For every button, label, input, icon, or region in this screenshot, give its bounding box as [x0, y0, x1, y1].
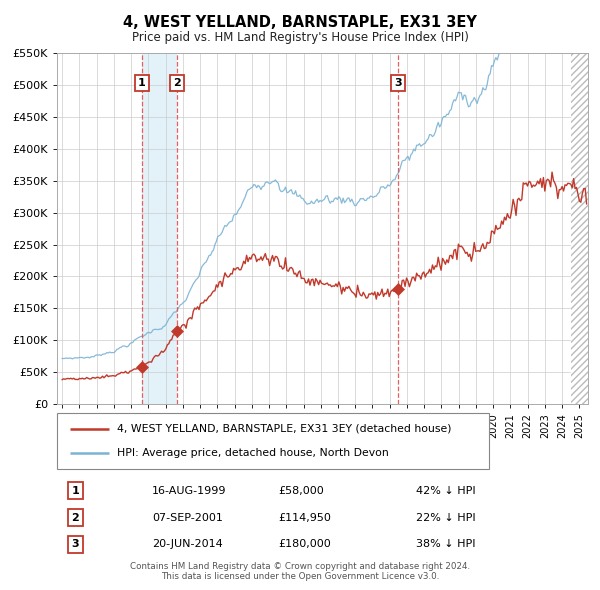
Text: 2: 2 [71, 513, 79, 523]
Text: 2: 2 [173, 78, 181, 88]
Text: Price paid vs. HM Land Registry's House Price Index (HPI): Price paid vs. HM Land Registry's House … [131, 31, 469, 44]
Text: 3: 3 [394, 78, 401, 88]
Text: This data is licensed under the Open Government Licence v3.0.: This data is licensed under the Open Gov… [161, 572, 439, 581]
Text: 3: 3 [71, 539, 79, 549]
Bar [571, 53, 588, 404]
Text: 20-JUN-2014: 20-JUN-2014 [152, 539, 223, 549]
Text: 22% ↓ HPI: 22% ↓ HPI [416, 513, 476, 523]
Text: £114,950: £114,950 [279, 513, 332, 523]
Text: Contains HM Land Registry data © Crown copyright and database right 2024.: Contains HM Land Registry data © Crown c… [130, 562, 470, 571]
Text: 42% ↓ HPI: 42% ↓ HPI [416, 486, 476, 496]
FancyBboxPatch shape [57, 413, 489, 469]
Text: 1: 1 [71, 486, 79, 496]
Bar [142, 53, 178, 404]
Bar [571, 53, 588, 404]
Text: 07-SEP-2001: 07-SEP-2001 [152, 513, 223, 523]
Text: £180,000: £180,000 [279, 539, 332, 549]
Text: HPI: Average price, detached house, North Devon: HPI: Average price, detached house, Nort… [118, 448, 389, 458]
Text: £58,000: £58,000 [279, 486, 325, 496]
Text: 1: 1 [138, 78, 146, 88]
Text: 38% ↓ HPI: 38% ↓ HPI [416, 539, 476, 549]
Text: 4, WEST YELLAND, BARNSTAPLE, EX31 3EY (detached house): 4, WEST YELLAND, BARNSTAPLE, EX31 3EY (d… [118, 424, 452, 434]
Text: 4, WEST YELLAND, BARNSTAPLE, EX31 3EY: 4, WEST YELLAND, BARNSTAPLE, EX31 3EY [123, 15, 477, 30]
Text: 16-AUG-1999: 16-AUG-1999 [152, 486, 227, 496]
